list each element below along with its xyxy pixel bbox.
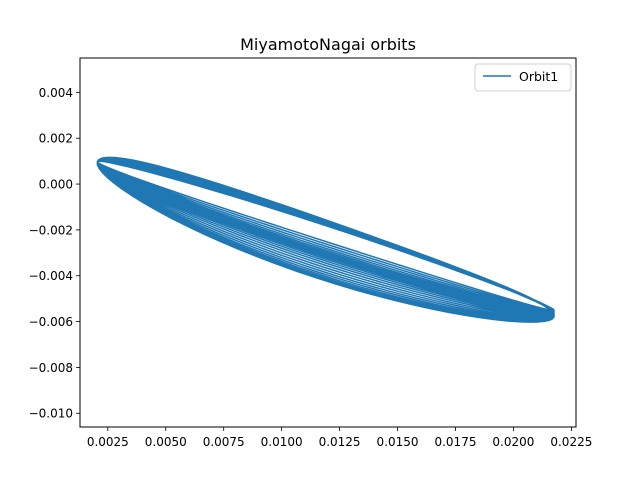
chart-title: MiyamotoNagai orbits <box>240 35 416 54</box>
y-tick-label: −0.008 <box>29 361 73 375</box>
x-axis: 0.0025 0.0050 0.0075 0.0100 0.0125 0.0150 0.01… <box>87 427 592 449</box>
y-tick-label: 0.002 <box>39 132 73 146</box>
x-tick-label: 0.0050 <box>145 435 187 449</box>
x-tick-label: 0.0125 <box>319 435 361 449</box>
y-tick-label: 0.004 <box>39 86 73 100</box>
legend-box <box>474 63 572 92</box>
x-tick-label: 0.0025 <box>87 435 129 449</box>
x-tick-label: 0.0225 <box>550 435 592 449</box>
x-tick-label: 0.0200 <box>492 435 534 449</box>
axes-frame <box>79 57 577 428</box>
y-tick-label: 0.000 <box>39 178 73 192</box>
y-tick-label: −0.006 <box>29 315 73 329</box>
y-tick-label: −0.002 <box>29 223 73 237</box>
x-tick-label: 0.0100 <box>261 435 303 449</box>
legend: Orbit1 <box>474 63 572 92</box>
y-tick-label: −0.004 <box>29 269 73 283</box>
legend-label-orbit1: Orbit1 <box>519 69 558 84</box>
series-line-orbit1 <box>96 156 555 323</box>
x-tick-label: 0.0150 <box>377 435 419 449</box>
x-tick-label: 0.0175 <box>434 435 476 449</box>
x-tick-label: 0.0075 <box>203 435 245 449</box>
y-axis: 0.004 0.002 0.000 −0.002 −0.004 −0.006 −0.008 −… <box>29 86 80 421</box>
series-layer <box>96 156 555 323</box>
y-tick-label: −0.010 <box>29 407 73 421</box>
